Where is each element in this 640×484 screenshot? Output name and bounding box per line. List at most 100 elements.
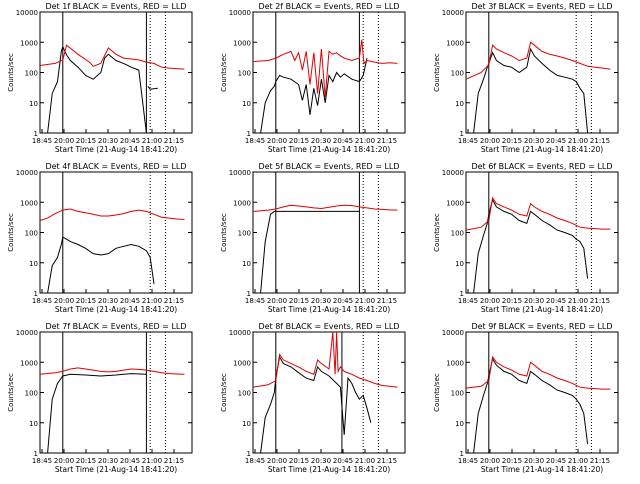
x-tick-label: 20:45 xyxy=(546,297,566,305)
x-tick-label: 20:45 xyxy=(120,137,140,145)
y-tick-label: 10 xyxy=(242,100,251,108)
y-tick-label: 10 xyxy=(242,420,251,428)
y-tick-label: 10000 xyxy=(442,329,464,337)
y-tick-label: 1000 xyxy=(446,359,464,367)
x-tick-label: 20:30 xyxy=(524,137,544,145)
x-tick-label: 20:30 xyxy=(98,457,118,465)
plot-title: Det 6f BLACK = Events, RED = LLD xyxy=(471,162,612,171)
subplot-5: Det 5f BLACK = Events, RED = LLD 1 10 100 10… xyxy=(220,162,406,314)
x-axis-label: Start Time (21-Aug-14 18:41:20) xyxy=(268,305,390,314)
y-tick-label: 10 xyxy=(455,420,464,428)
x-tick-label: 21:00 xyxy=(142,137,162,145)
x-tick-label: 20:00 xyxy=(54,297,74,305)
x-tick-label: 18:45 xyxy=(32,137,52,145)
y-tick-label: 1 xyxy=(34,130,38,138)
x-tick-label: 21:00 xyxy=(568,297,588,305)
y-tick-label: 10 xyxy=(29,420,38,428)
x-tick-label: 20:45 xyxy=(333,297,353,305)
y-tick-label: 1 xyxy=(247,450,251,458)
y-axis-label: Counts/sec xyxy=(7,53,15,92)
y-tick-label: 1 xyxy=(460,130,464,138)
subplot-1: Det 1f BLACK = Events, RED = LLD 1 10 100 10… xyxy=(7,2,193,154)
x-tick-label: 21:00 xyxy=(355,457,375,465)
x-tick-label: 20:15 xyxy=(289,137,309,145)
y-tick-label: 1000 xyxy=(446,39,464,47)
x-tick-label: 18:45 xyxy=(458,297,478,305)
x-tick-label: 21:15 xyxy=(377,137,397,145)
y-tick-label: 10000 xyxy=(16,169,38,177)
x-tick-label: 21:15 xyxy=(377,457,397,465)
y-tick-label: 1 xyxy=(247,290,251,298)
y-tick-label: 100 xyxy=(238,390,251,398)
plot-title: Det 7f BLACK = Events, RED = LLD xyxy=(45,322,186,331)
x-tick-label: 20:15 xyxy=(502,297,522,305)
x-tick-label: 21:15 xyxy=(590,457,610,465)
x-tick-label: 21:00 xyxy=(355,297,375,305)
y-axis-label: Counts/sec xyxy=(7,213,15,252)
x-tick-label: 20:30 xyxy=(524,457,544,465)
y-tick-label: 1000 xyxy=(233,359,251,367)
x-tick-label: 20:45 xyxy=(333,137,353,145)
y-tick-label: 1 xyxy=(247,130,251,138)
x-tick-label: 18:45 xyxy=(245,297,265,305)
x-tick-label: 20:15 xyxy=(289,297,309,305)
x-axis-label: Start Time (21-Aug-14 18:41:20) xyxy=(55,145,177,154)
series-line xyxy=(39,208,185,221)
subplot-8: Det 8f BLACK = Events, RED = LLD 1 10 100 10… xyxy=(220,322,406,474)
y-tick-label: 100 xyxy=(451,70,464,78)
series-line xyxy=(252,204,398,212)
y-tick-label: 1 xyxy=(34,290,38,298)
x-tick-label: 21:00 xyxy=(142,297,162,305)
x-axis-label: Start Time (21-Aug-14 18:41:20) xyxy=(268,465,390,474)
y-tick-label: 100 xyxy=(451,390,464,398)
x-tick-label: 21:00 xyxy=(355,137,375,145)
x-tick-label: 20:30 xyxy=(311,457,331,465)
plot-title: Det 9f BLACK = Events, RED = LLD xyxy=(471,322,612,331)
x-tick-label: 18:45 xyxy=(32,297,52,305)
y-tick-label: 10000 xyxy=(16,329,38,337)
y-tick-label: 1000 xyxy=(446,199,464,207)
x-tick-label: 20:30 xyxy=(311,137,331,145)
x-tick-label: 21:15 xyxy=(590,137,610,145)
x-tick-label: 21:00 xyxy=(142,457,162,465)
y-tick-label: 1 xyxy=(460,290,464,298)
y-tick-label: 1000 xyxy=(233,39,251,47)
x-tick-label: 18:45 xyxy=(458,137,478,145)
x-tick-label: 18:45 xyxy=(458,457,478,465)
y-tick-label: 10 xyxy=(29,100,38,108)
plot-title: Det 5f BLACK = Events, RED = LLD xyxy=(258,162,399,171)
y-tick-label: 100 xyxy=(238,70,251,78)
x-tick-label: 20:15 xyxy=(502,137,522,145)
y-tick-label: 100 xyxy=(238,230,251,238)
y-tick-label: 100 xyxy=(451,230,464,238)
series-line xyxy=(39,44,185,70)
series-line xyxy=(47,373,147,454)
y-tick-label: 10000 xyxy=(229,329,251,337)
y-axis-label: Counts/sec xyxy=(220,373,228,412)
y-tick-label: 10000 xyxy=(16,9,38,17)
x-tick-label: 20:15 xyxy=(502,457,522,465)
x-tick-label: 20:00 xyxy=(54,457,74,465)
x-axis-label: Start Time (21-Aug-14 18:41:20) xyxy=(268,145,390,154)
subplot-2: Det 2f BLACK = Events, RED = LLD 1 10 100 10… xyxy=(220,2,406,154)
y-tick-label: 10 xyxy=(29,260,38,268)
subplot-6: Det 6f BLACK = Events, RED = LLD 1 10 100 10… xyxy=(433,162,619,314)
y-axis-label: Counts/sec xyxy=(433,373,441,412)
series-line xyxy=(260,210,360,294)
series-line xyxy=(465,196,611,231)
x-tick-label: 20:00 xyxy=(480,457,500,465)
x-axis-label: Start Time (21-Aug-14 18:41:20) xyxy=(55,305,177,314)
series-line xyxy=(147,85,158,90)
y-tick-label: 100 xyxy=(25,230,38,238)
x-tick-label: 18:45 xyxy=(32,457,52,465)
y-axis-label: Counts/sec xyxy=(433,53,441,92)
y-axis-label: Counts/sec xyxy=(220,53,228,92)
plot-title: Det 1f BLACK = Events, RED = LLD xyxy=(45,2,186,11)
subplot-7: Det 7f BLACK = Events, RED = LLD 1 10 100 10… xyxy=(7,322,193,474)
x-tick-label: 20:00 xyxy=(267,137,287,145)
x-tick-label: 20:45 xyxy=(546,137,566,145)
x-tick-label: 20:00 xyxy=(480,137,500,145)
series-line xyxy=(252,331,398,388)
y-tick-label: 1 xyxy=(460,450,464,458)
